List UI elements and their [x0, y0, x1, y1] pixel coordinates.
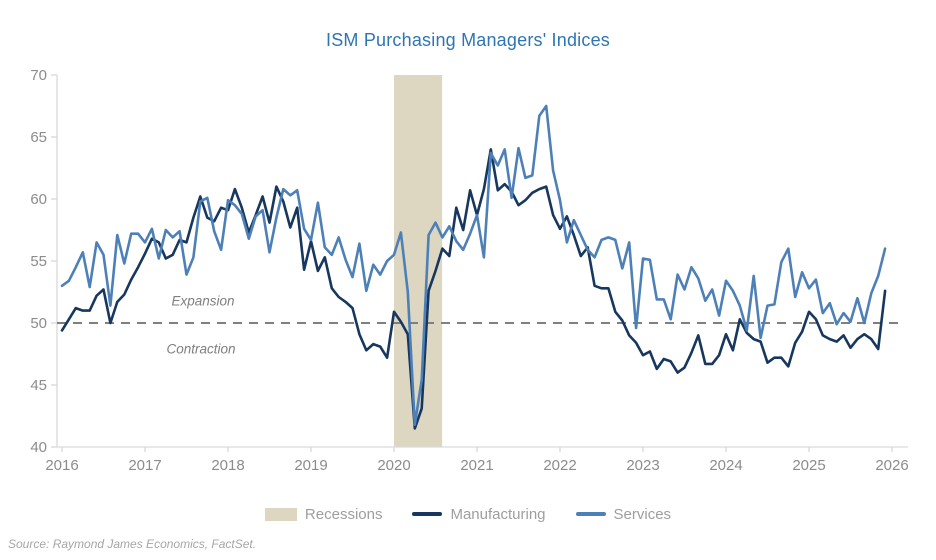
- series-line-manufacturing: [60, 148, 887, 430]
- source-note: Source: Raymond James Economics, FactSet…: [8, 537, 257, 551]
- y-axis-tick-label: 45: [30, 377, 47, 394]
- x-axis-tick-label: 2016: [45, 457, 78, 474]
- y-axis-tick-label: 55: [30, 253, 47, 270]
- legend: Recessions Manufacturing Services: [0, 502, 936, 526]
- services-swatch: [575, 512, 606, 516]
- x-axis-tick-label: 2021: [460, 457, 493, 474]
- x-axis-tick-label: 2026: [875, 457, 908, 474]
- manufacturing-swatch: [412, 512, 443, 516]
- series-line-services: [60, 104, 887, 427]
- x-axis-tick-label: 2018: [211, 457, 244, 474]
- recession-band: [394, 75, 443, 447]
- x-axis-tick-label: 2023: [626, 457, 659, 474]
- recessions-swatch: [264, 507, 297, 521]
- legend-label-services: Services: [613, 505, 672, 523]
- chart-title: ISM Purchasing Managers' Indices: [326, 30, 610, 50]
- x-axis-tick-label: 2017: [128, 457, 161, 474]
- y-axis-tick-label: 60: [30, 191, 47, 208]
- x-axis-tick-label: 2025: [792, 457, 825, 474]
- y-axis-tick-label: 50: [30, 315, 47, 332]
- contraction-label: Contraction: [166, 341, 236, 357]
- x-axis-tick-label: 2019: [294, 457, 327, 474]
- y-axis-tick-label: 40: [30, 439, 47, 456]
- legend-label-recessions: Recessions: [304, 505, 383, 523]
- y-axis-tick-label: 70: [30, 67, 47, 84]
- expansion-label: Expansion: [171, 293, 235, 309]
- y-axis-tick-label: 65: [30, 129, 47, 146]
- legend-label-manufacturing: Manufacturing: [450, 505, 546, 523]
- x-axis-tick-label: 2020: [377, 457, 410, 474]
- x-axis-tick-label: 2022: [543, 457, 576, 474]
- x-axis-tick-label: 2024: [709, 457, 742, 474]
- legend-item-manufacturing: Manufacturing: [412, 505, 546, 523]
- legend-item-recessions: Recessions: [264, 505, 383, 523]
- legend-item-services: Services: [575, 505, 672, 523]
